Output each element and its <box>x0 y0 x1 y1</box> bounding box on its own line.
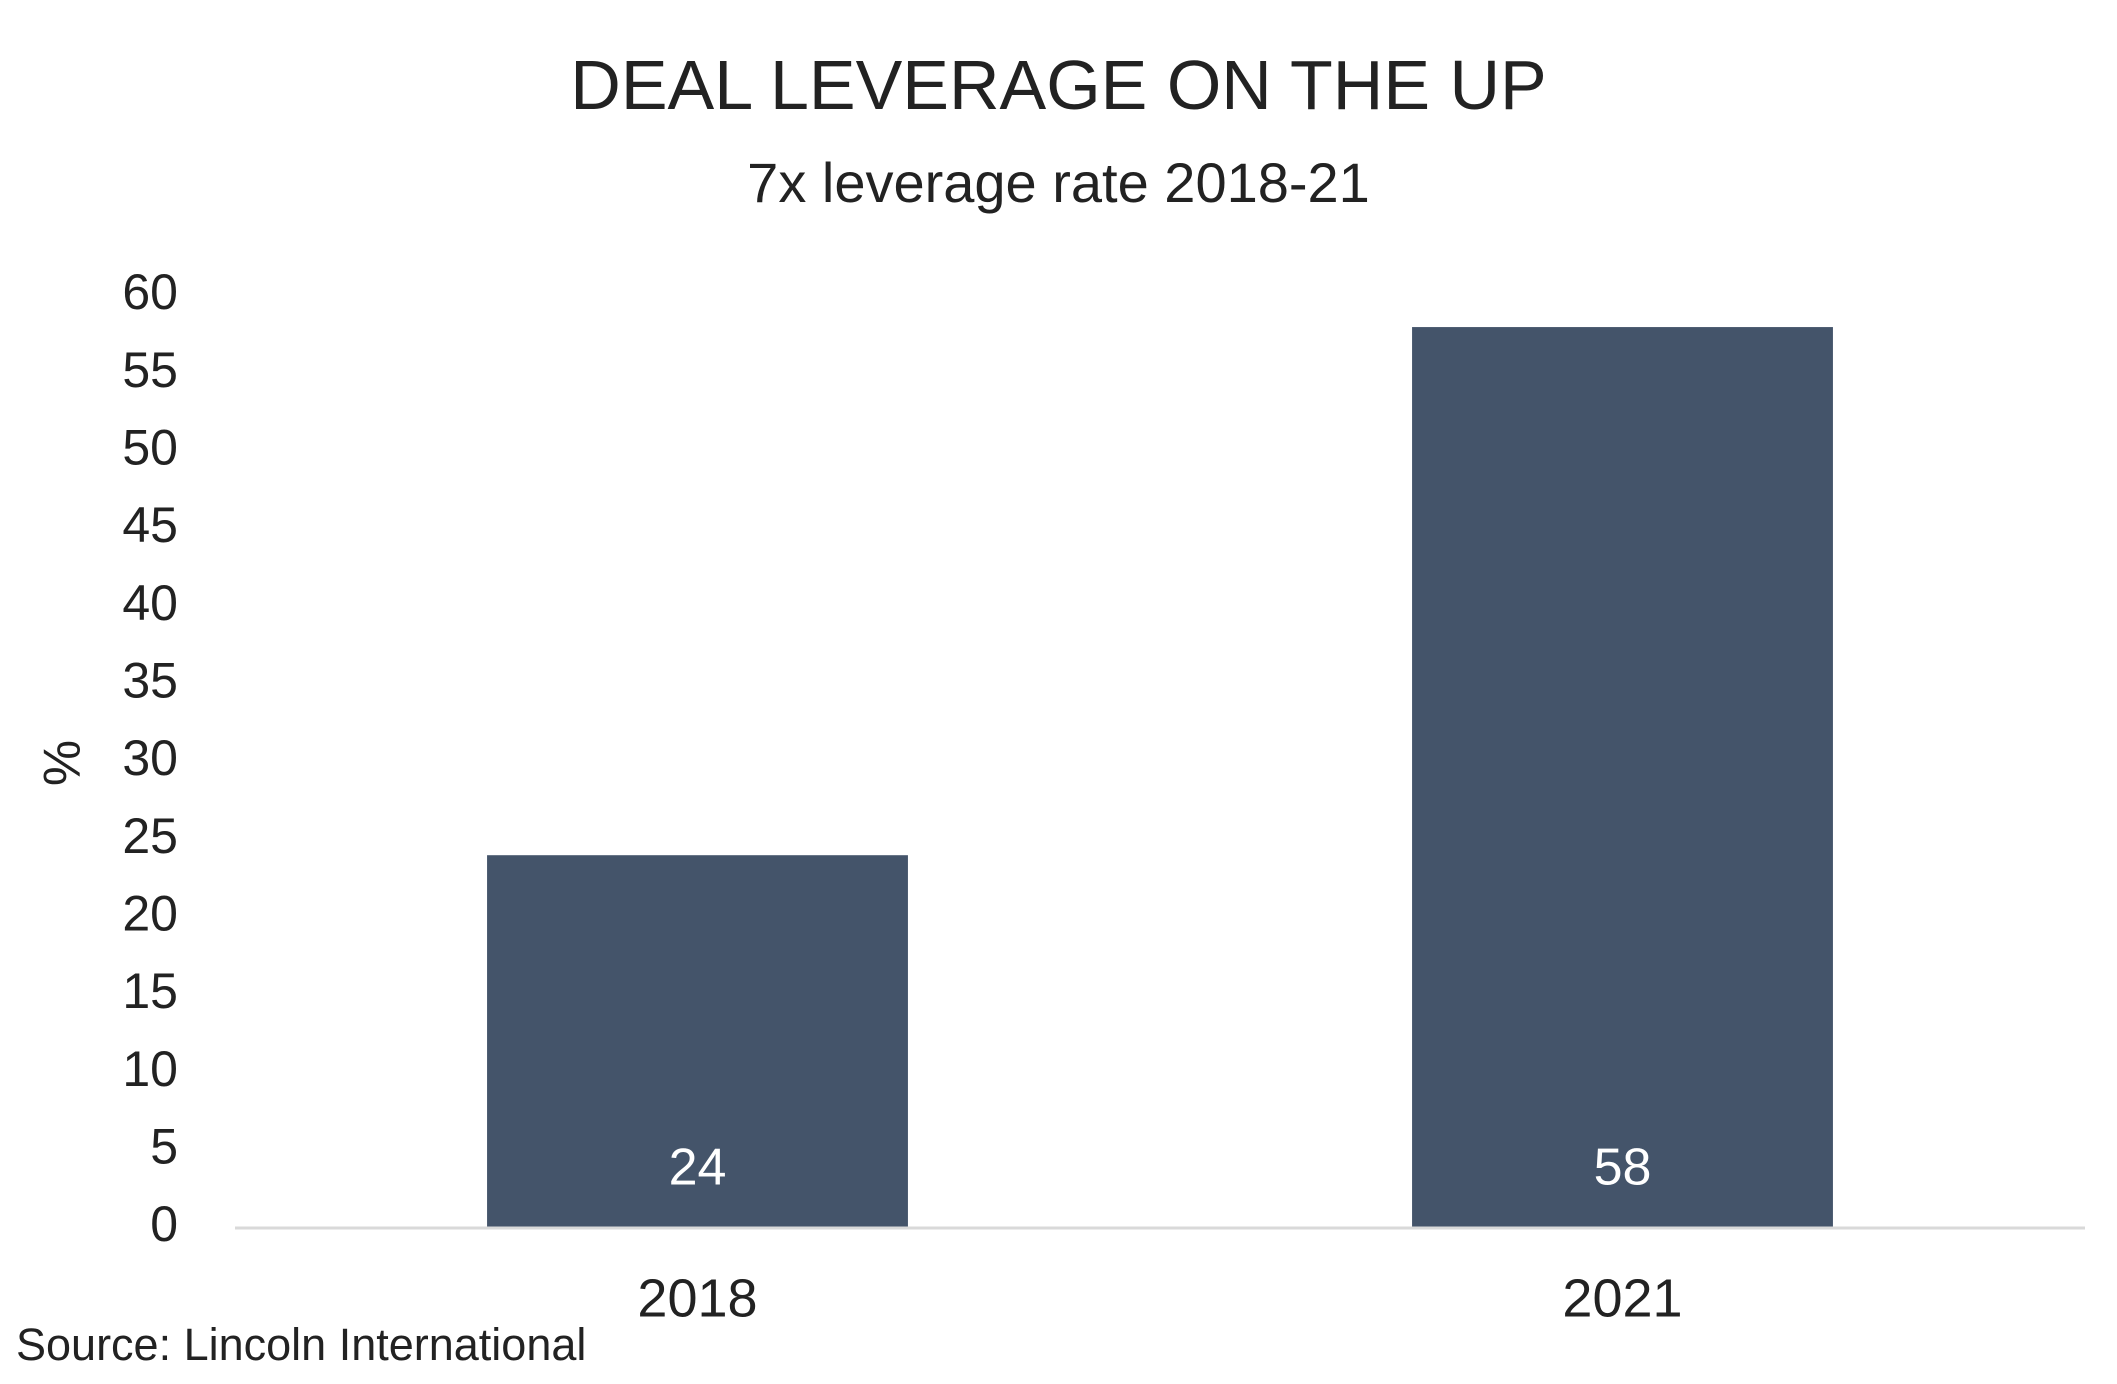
y-tick-label: 20 <box>122 886 178 942</box>
y-axis-label: % <box>34 740 92 786</box>
y-tick-label: 25 <box>122 808 178 864</box>
y-tick-label: 5 <box>150 1119 178 1175</box>
x-axis-ticks: 2018 2021 <box>637 1268 1682 1328</box>
y-tick-label: 45 <box>122 497 178 553</box>
data-label-2021: 58 <box>1594 1139 1652 1197</box>
chart-subtitle: 7x leverage rate 2018-21 <box>747 151 1370 214</box>
x-tick-label-2018: 2018 <box>637 1268 757 1328</box>
y-tick-label: 50 <box>122 420 178 476</box>
bar-2021 <box>1412 327 1833 1229</box>
y-axis-ticks: 0 5 10 15 20 25 30 35 40 45 50 55 60 <box>122 264 178 1252</box>
chart-title: DEAL LEVERAGE ON THE UP <box>570 46 1547 124</box>
data-label-2018: 24 <box>669 1139 727 1197</box>
y-tick-label: 35 <box>122 653 178 709</box>
y-tick-label: 0 <box>150 1196 178 1252</box>
y-tick-label: 30 <box>122 730 178 786</box>
bars: 24 58 <box>487 327 1833 1229</box>
x-tick-label-2021: 2021 <box>1562 1268 1682 1328</box>
y-tick-label: 55 <box>122 342 178 398</box>
bar-2018 <box>487 855 908 1228</box>
source-note: Source: Lincoln International <box>16 1319 587 1370</box>
y-tick-label: 60 <box>122 264 178 320</box>
y-tick-label: 15 <box>122 963 178 1019</box>
y-tick-label: 40 <box>122 575 178 631</box>
y-tick-label: 10 <box>122 1041 178 1097</box>
